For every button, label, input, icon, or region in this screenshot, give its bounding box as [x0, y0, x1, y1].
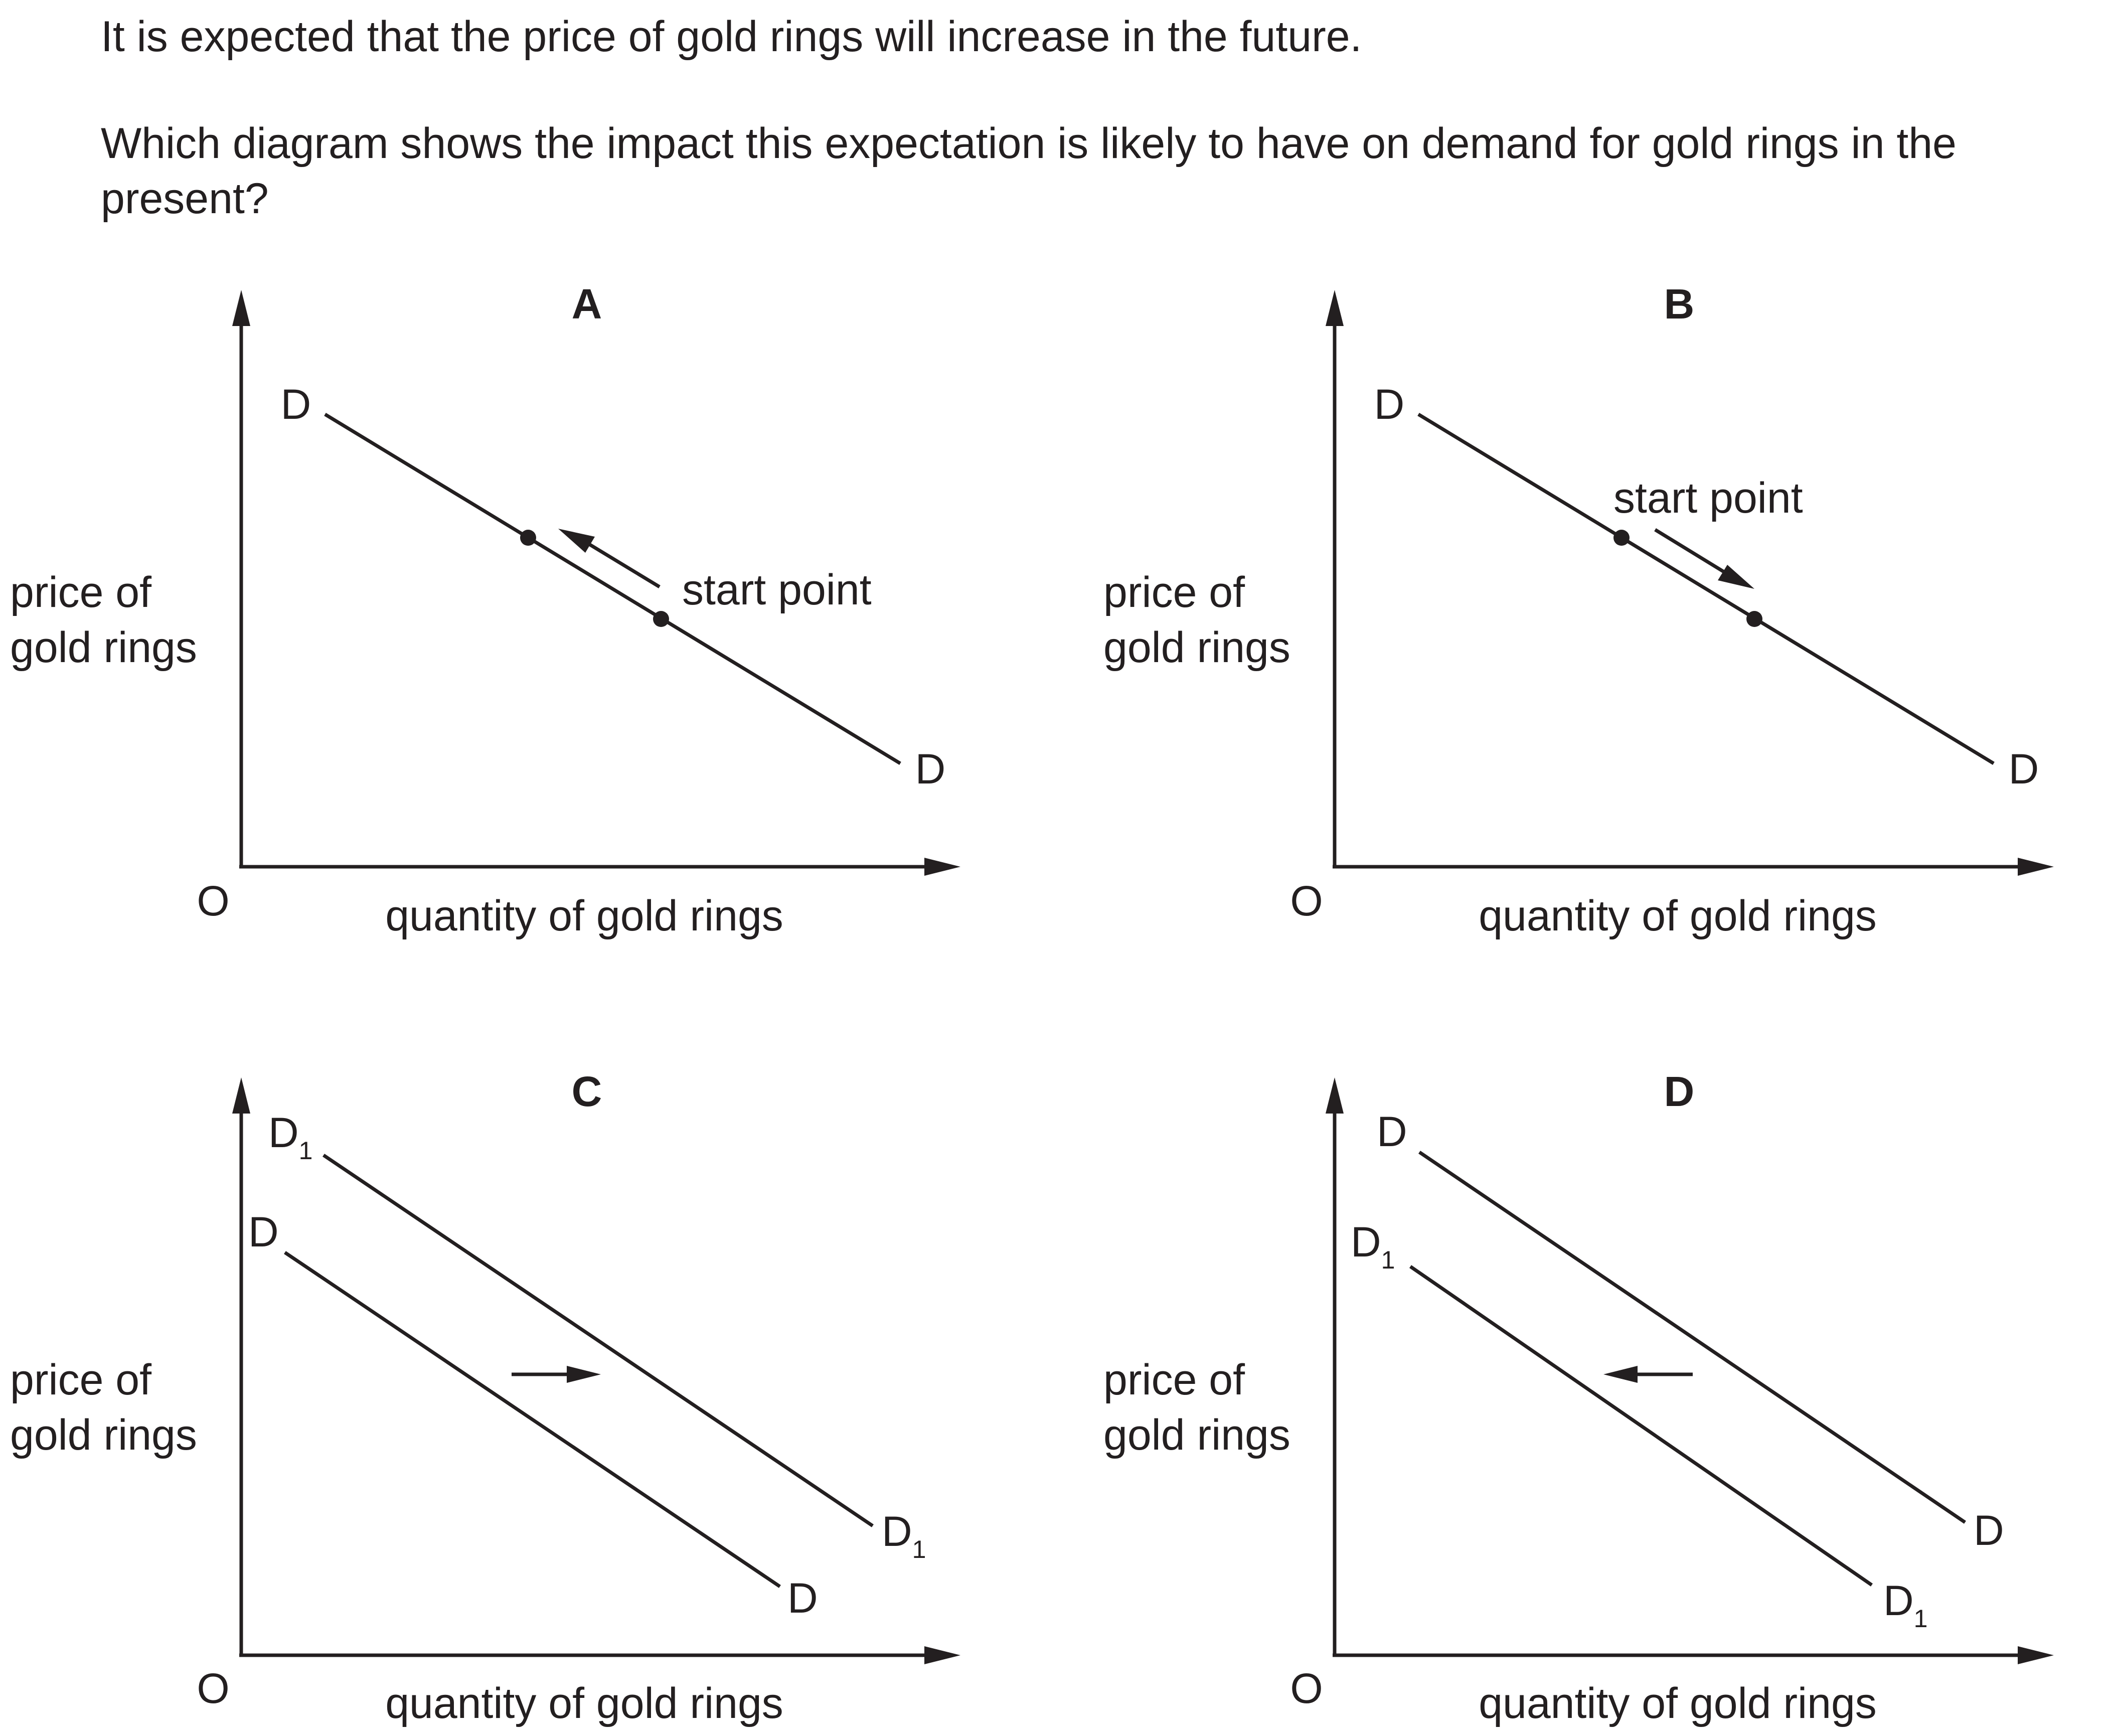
panel-b-y-axis — [1326, 290, 1344, 867]
question-prompt: Which diagram shows the impact this expe… — [101, 119, 1957, 223]
panel-c-new-curve-label-bottom: D1 — [882, 1508, 926, 1563]
panel-b-end-point — [1746, 611, 1762, 627]
question-stem: It is expected that the price of gold ri… — [101, 13, 1362, 61]
panel-b-curve-label-bottom: D — [2009, 745, 2039, 793]
panel-d-shift-arrow — [1603, 1366, 1693, 1383]
panel-d-new-curve-subscript-bottom: 1 — [1914, 1605, 1928, 1633]
panel-c-letter: C — [572, 1068, 602, 1115]
panel-a-origin-label: O — [197, 877, 229, 924]
panel-b: B O price of gold rings quantity of gold… — [1103, 280, 2054, 940]
panel-d-y-axis — [1326, 1077, 1344, 1655]
panel-c-shift-arrow — [512, 1366, 601, 1383]
panel-a-end-point — [520, 530, 536, 546]
panel-a-x-label: quantity of gold rings — [385, 892, 783, 940]
panel-c: C O price of gold rings quantity of gold… — [10, 1068, 960, 1727]
panel-c-new-curve-letter-bottom: D — [882, 1508, 912, 1555]
panel-a-start-point-label: start point — [682, 566, 872, 614]
panel-c-new-curve-subscript-bottom: 1 — [912, 1535, 926, 1563]
panel-d-new-curve-label-top: D1 — [1351, 1218, 1395, 1274]
panel-b-demand-curve — [1417, 413, 1995, 765]
panel-d-y-label-line2: gold rings — [1103, 1411, 1290, 1459]
panel-d-letter: D — [1664, 1068, 1695, 1115]
panel-b-movement-arrow — [1654, 528, 1754, 589]
panel-b-start-point-label: start point — [1613, 474, 1803, 522]
panel-a-movement-arrow — [558, 529, 661, 588]
panel-c-original-curve-label-top: D — [248, 1208, 279, 1255]
panel-c-y-label-line2: gold rings — [10, 1411, 197, 1459]
panel-d-original-demand-curve — [1418, 1151, 1966, 1524]
panel-b-origin-label: O — [1290, 877, 1323, 924]
panel-c-x-label: quantity of gold rings — [385, 1679, 783, 1727]
panel-c-origin-label: O — [197, 1665, 229, 1712]
panel-d-new-demand-curve — [1409, 1265, 1873, 1587]
panel-b-x-label: quantity of gold rings — [1479, 892, 1877, 940]
panel-c-original-curve-label-bottom: D — [787, 1574, 818, 1622]
panel-c-new-curve-label-top: D1 — [268, 1109, 312, 1165]
panel-a-letter: A — [572, 280, 602, 328]
panel-b-curve-label-top: D — [1374, 381, 1405, 428]
panel-d-original-curve-label-top: D — [1377, 1108, 1407, 1155]
panel-a-y-axis — [232, 290, 250, 867]
panel-b-start-point — [1613, 530, 1630, 546]
panel-c-y-label-line1: price of — [10, 1356, 152, 1404]
panel-d-x-axis — [1333, 1646, 2054, 1664]
panel-b-x-axis — [1333, 858, 2054, 876]
panel-a-curve-label-top: D — [281, 381, 311, 428]
panel-d-new-curve-letter-top: D — [1351, 1218, 1381, 1266]
panel-c-new-curve-letter-top: D — [268, 1109, 299, 1156]
panel-c-original-demand-curve — [284, 1251, 781, 1588]
panel-a-curve-label-bottom: D — [915, 745, 946, 793]
panel-a-x-axis — [239, 858, 960, 876]
panel-c-y-axis — [232, 1077, 250, 1655]
panel-d-x-label: quantity of gold rings — [1479, 1679, 1877, 1727]
panel-d-new-curve-label-bottom: D1 — [1883, 1577, 1927, 1633]
panel-b-letter: B — [1664, 280, 1695, 328]
panel-c-x-axis — [239, 1646, 960, 1664]
panel-d-new-curve-letter-bottom: D — [1883, 1577, 1914, 1624]
panel-a: A O price of gold rings quantity of gold… — [10, 280, 960, 940]
panel-a-y-label-line2: gold rings — [10, 623, 197, 672]
panel-d-new-curve-subscript-top: 1 — [1381, 1246, 1395, 1274]
panel-a-demand-curve — [324, 413, 901, 765]
panel-d-origin-label: O — [1290, 1665, 1323, 1712]
panel-a-y-label-line1: price of — [10, 568, 152, 616]
panel-c-new-demand-curve — [322, 1154, 874, 1527]
panel-c-new-curve-subscript-top: 1 — [299, 1137, 313, 1165]
panel-d-y-label-line1: price of — [1103, 1356, 1245, 1404]
panel-a-start-point — [653, 611, 669, 627]
panel-d: D O price of gold rings quantity of gold… — [1103, 1068, 2054, 1727]
panel-d-original-curve-label-bottom: D — [1974, 1507, 2004, 1554]
panel-b-y-label-line2: gold rings — [1103, 623, 1290, 672]
panel-b-y-label-line1: price of — [1103, 568, 1245, 616]
